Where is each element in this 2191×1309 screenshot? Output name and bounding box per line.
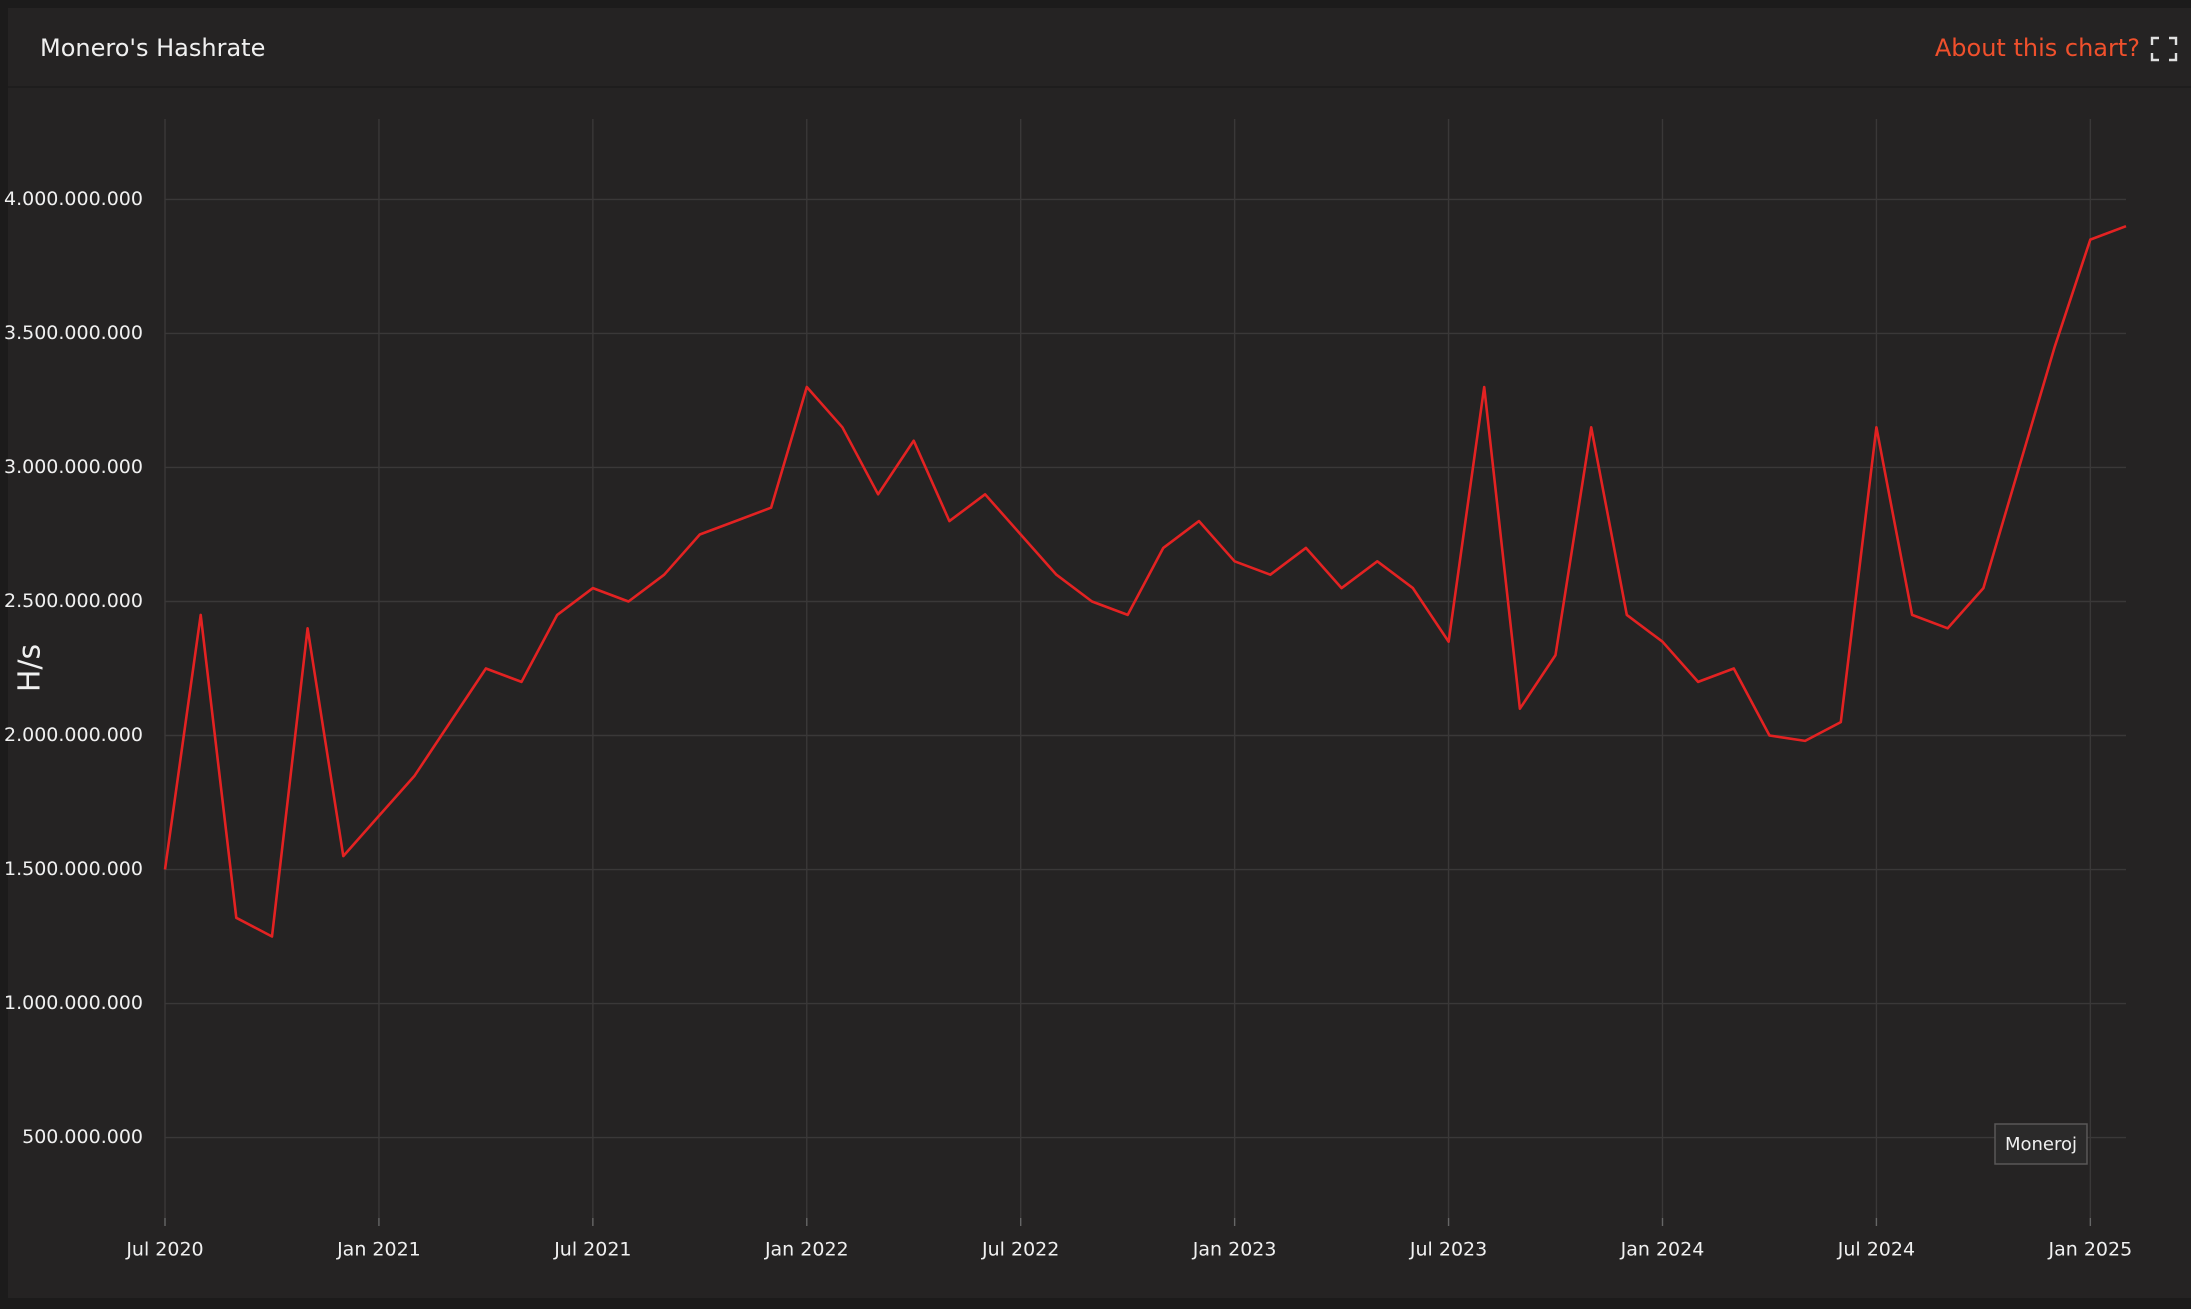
y-tick-label: 3.000.000.000 (4, 456, 143, 478)
x-tick-label: Jan 2023 (1192, 1239, 1277, 1261)
line (163, 224, 2127, 938)
chart-title: Monero's Hashrate (40, 34, 265, 62)
about-link[interactable]: About this chart? (1935, 34, 2140, 62)
x-tick-label: Jan 2024 (1620, 1239, 1705, 1261)
y-tick-label: 2.000.000.000 (4, 724, 143, 746)
x-tick-label: Jul 2023 (1409, 1239, 1487, 1261)
x-tick-label: Jul 2024 (1837, 1239, 1915, 1261)
x-tick-label: Jul 2020 (125, 1239, 203, 1261)
x-tick-label: Jan 2022 (764, 1239, 849, 1261)
fullscreen-icon[interactable] (2150, 36, 2178, 62)
x-tick-label: Jan 2025 (2048, 1239, 2133, 1261)
y-tick-label: 500.000.000 (22, 1126, 143, 1148)
legend-label: Moneroj (2005, 1134, 2077, 1155)
y-tick-label: 3.500.000.000 (4, 322, 143, 344)
x-tick-label: Jan 2021 (336, 1239, 421, 1261)
y-tick-label: 1.000.000.000 (4, 992, 143, 1014)
y-axis-label: H/s (13, 644, 48, 692)
y-tick-label: 4.000.000.000 (4, 188, 143, 210)
y-tick-label: 2.500.000.000 (4, 590, 143, 612)
legend-box (1994, 1123, 2088, 1165)
y-tick-label: 1.500.000.000 (4, 858, 143, 880)
x-tick-label: Jul 2022 (981, 1239, 1059, 1261)
x-tick-label: Jul 2021 (553, 1239, 631, 1261)
panel (8, 8, 2191, 1298)
